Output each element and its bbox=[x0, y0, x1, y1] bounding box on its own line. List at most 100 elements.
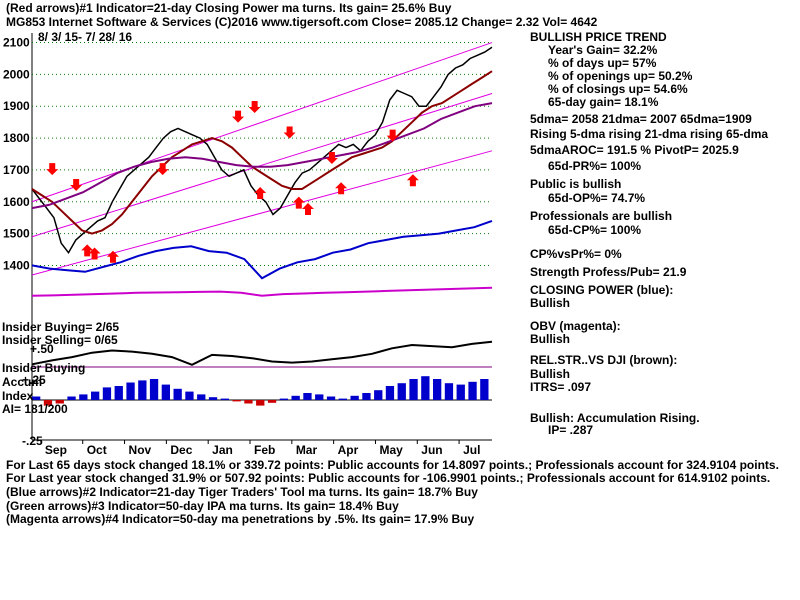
accum-bar-15 bbox=[208, 397, 218, 400]
indicator-label-6: Index bbox=[2, 389, 34, 403]
indicator-label-3: Insider Buying bbox=[2, 361, 85, 375]
stat-days-up: % of days up= 57% bbox=[548, 56, 657, 70]
month-label-oct: Oct bbox=[87, 443, 107, 457]
accum-bar-28 bbox=[362, 393, 371, 400]
stat-openings-up: % of openings up= 50.2% bbox=[548, 69, 693, 83]
month-label-mar: Mar bbox=[296, 443, 318, 457]
accum-bar-33 bbox=[421, 376, 430, 400]
accum-bar-31 bbox=[397, 383, 406, 400]
signal-arrow-up-13 bbox=[335, 182, 348, 195]
pr-percent: 65d-PR%= 100% bbox=[548, 159, 642, 173]
strength-ratio: Strength Profess/Pub= 21.9 bbox=[530, 265, 687, 279]
footer-line-green-arrows: (Green arrows)#3 Indicator=50-day IPA ma… bbox=[6, 499, 399, 513]
month-label-jun: Jun bbox=[421, 443, 442, 457]
accum-bar-25 bbox=[326, 396, 336, 400]
signal-arrow-down-8 bbox=[283, 126, 296, 139]
closing-power-value: Bullish bbox=[530, 296, 571, 310]
accum-bar-5 bbox=[91, 391, 100, 400]
month-label-jan: Jan bbox=[212, 443, 233, 457]
date-range: 8/ 3/ 15- 7/ 28/ 16 bbox=[38, 30, 133, 44]
accum-bar-19 bbox=[256, 400, 265, 406]
itrs-value: ITRS= .097 bbox=[530, 380, 592, 394]
relstr-value: Bullish bbox=[530, 367, 571, 381]
signal-arrow-up-15 bbox=[406, 174, 419, 187]
accum-bar-0 bbox=[32, 396, 41, 400]
accum-bar-3 bbox=[67, 396, 76, 400]
accum-bar-9 bbox=[138, 380, 147, 400]
stat-closings-up: % of closings up= 54.6% bbox=[548, 82, 688, 96]
signal-arrow-down-0 bbox=[46, 163, 59, 176]
series-line-65-dma bbox=[31, 102, 493, 210]
y-tick-label-1400: 1400 bbox=[3, 258, 30, 272]
indicator-label-4: Accum bbox=[2, 375, 42, 389]
accum-bar-2 bbox=[55, 400, 64, 404]
indicator-label-5: +.25 bbox=[22, 373, 46, 387]
aroc-pivot: 5dmaAROC= 191.5 % PivotP= 2025.9 bbox=[530, 143, 739, 157]
signal-arrow-up-10 bbox=[292, 196, 305, 209]
closing-power-title: CLOSING POWER (blue): bbox=[530, 283, 674, 297]
rising-dma: Rising 5-dma rising 21-dma rising 65-dma bbox=[530, 127, 769, 141]
ip-value: IP= .287 bbox=[548, 423, 594, 437]
month-label-apr: Apr bbox=[338, 443, 359, 457]
trend-channel-upper bbox=[31, 42, 493, 203]
cp-vs-pr: CP%vsPr%= 0% bbox=[530, 247, 622, 261]
accum-title: Bullish: Accumulation Rising. bbox=[530, 411, 700, 425]
signal-arrow-down-6 bbox=[248, 101, 261, 114]
trend-channel-middle bbox=[31, 93, 493, 238]
signal-arrow-up-9 bbox=[254, 187, 267, 200]
signal-arrow-down-1 bbox=[70, 179, 83, 192]
series-line-closing-power bbox=[31, 219, 493, 280]
op-percent: 65d-OP%= 74.7% bbox=[548, 191, 646, 205]
month-label-jul: Jul bbox=[463, 443, 480, 457]
stat-65-day-gain: 65-day gain= 18.1% bbox=[548, 95, 659, 109]
indicator-label-1: Insider Selling= 0/65 bbox=[2, 333, 118, 347]
signal-arrow-up-3 bbox=[81, 244, 94, 257]
signal-arrow-down-7 bbox=[232, 110, 245, 123]
month-label-nov: Nov bbox=[129, 443, 152, 457]
accum-bar-20 bbox=[267, 400, 277, 403]
indicator-label-2: +.50 bbox=[30, 342, 54, 356]
accum-bar-27 bbox=[350, 395, 359, 400]
public-title: Public is bullish bbox=[530, 177, 622, 191]
accum-bar-38 bbox=[480, 379, 489, 400]
accum-bar-18 bbox=[244, 400, 253, 404]
accum-bar-24 bbox=[315, 394, 324, 400]
stock-chart: 1400 1500 1600 1700 1800 1900 2000 2100 Sep Oct No… bbox=[2, 33, 493, 457]
accum-bar-12 bbox=[173, 388, 182, 400]
trend-channel-lower bbox=[31, 150, 493, 276]
series-line-price-daily-close-approx- bbox=[31, 46, 493, 255]
obv-title: OBV (magenta): bbox=[530, 319, 621, 333]
series-line-21-dma bbox=[31, 70, 493, 235]
month-label-dec: Dec bbox=[170, 443, 192, 457]
accum-bar-16 bbox=[220, 398, 229, 400]
professionals-title: Professionals are bullish bbox=[530, 209, 673, 223]
y-tick-label-2100: 2100 bbox=[3, 36, 30, 50]
footer-line-year: For Last year stock changed 31.9% or 507… bbox=[6, 471, 771, 485]
y-tick-label-1800: 1800 bbox=[3, 131, 30, 145]
accum-bar-14 bbox=[197, 394, 206, 400]
month-label-may: May bbox=[379, 443, 403, 457]
accum-bar-30 bbox=[385, 386, 395, 400]
accum-bar-37 bbox=[468, 381, 477, 400]
signal-arrow-up-11 bbox=[302, 202, 314, 215]
accum-bar-6 bbox=[102, 387, 112, 400]
signal-arrow-down-2 bbox=[156, 163, 169, 176]
signal-arrow-down-12 bbox=[325, 151, 338, 164]
relstr-line bbox=[31, 340, 493, 366]
series-line-obv bbox=[31, 286, 493, 297]
accum-bar-34 bbox=[433, 379, 442, 400]
accum-bar-35 bbox=[444, 383, 454, 400]
accum-bar-26 bbox=[338, 398, 347, 400]
trend-title: BULLISH PRICE TREND bbox=[530, 30, 667, 44]
accum-bar-8 bbox=[126, 382, 135, 400]
signal-arrow-up-5 bbox=[106, 250, 119, 263]
indicator-label-7: AI= 181/200 bbox=[2, 402, 68, 416]
cp-percent: 65d-CP%= 100% bbox=[548, 223, 642, 237]
accum-bar-7 bbox=[114, 386, 123, 400]
signal-arrow-down-14 bbox=[386, 129, 399, 142]
accum-bar-36 bbox=[456, 384, 465, 400]
stat-year-gain: Year's Gain= 32.2% bbox=[548, 43, 658, 57]
header-indicator-1: (Red arrows)#1 Indicator=21-day Closing … bbox=[6, 1, 452, 15]
accum-bar-10 bbox=[149, 379, 159, 400]
accum-bar-1 bbox=[43, 400, 53, 406]
